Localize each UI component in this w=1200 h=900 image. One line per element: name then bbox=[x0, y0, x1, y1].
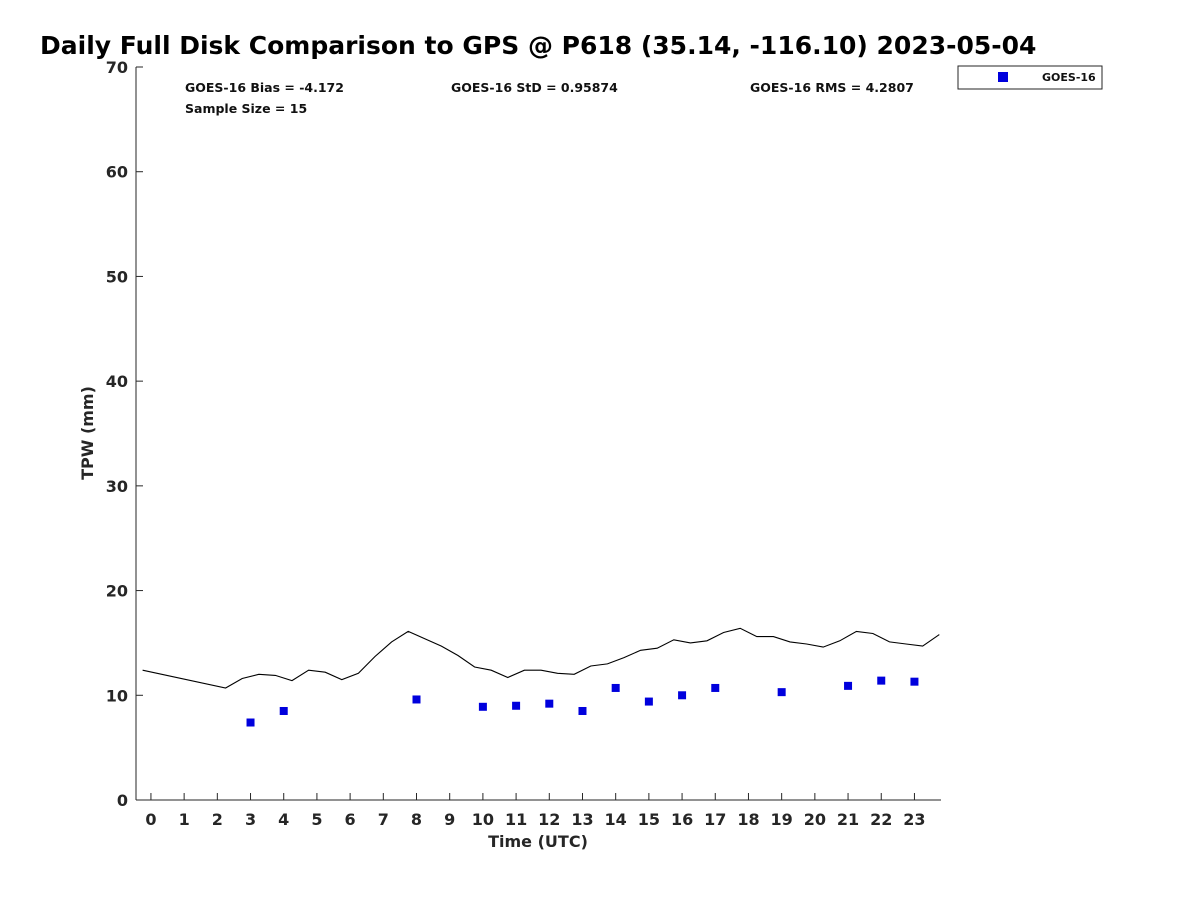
x-ticks: 0 1 2 3 4 5 6 7 8 9 10 11 12 13 14 15 16 17 18 19 20 21 22 23 bbox=[145, 793, 926, 829]
goes16-point bbox=[279, 706, 288, 715]
x-tick-label: 0 bbox=[145, 810, 156, 829]
x-tick-label: 6 bbox=[345, 810, 356, 829]
y-tick-label: 50 bbox=[106, 267, 128, 286]
x-tick-label: 20 bbox=[804, 810, 826, 829]
goes16-point bbox=[545, 699, 554, 708]
y-tick-label: 70 bbox=[106, 58, 128, 77]
x-tick-label: 1 bbox=[179, 810, 190, 829]
x-tick-label: 11 bbox=[505, 810, 527, 829]
x-tick-label: 14 bbox=[605, 810, 627, 829]
x-tick-label: 8 bbox=[411, 810, 422, 829]
goes16-point bbox=[611, 683, 620, 692]
x-tick-label: 10 bbox=[472, 810, 494, 829]
goes16-point bbox=[478, 702, 487, 711]
legend: GOES-16 bbox=[957, 65, 1103, 90]
goes-points bbox=[246, 676, 919, 727]
x-tick-label: 23 bbox=[903, 810, 925, 829]
legend-box bbox=[957, 65, 1103, 90]
x-tick-label: 16 bbox=[671, 810, 693, 829]
y-tick-label: 0 bbox=[117, 791, 128, 810]
legend-marker-goes16 bbox=[998, 72, 1008, 82]
y-tick-label: 20 bbox=[106, 582, 128, 601]
goes16-point bbox=[578, 706, 587, 715]
goes16-point bbox=[777, 688, 786, 697]
x-tick-label: 19 bbox=[771, 810, 793, 829]
chart-title: Daily Full Disk Comparison to GPS @ P618… bbox=[40, 31, 1036, 60]
gps-line-group bbox=[142, 627, 940, 689]
x-tick-label: 3 bbox=[245, 810, 256, 829]
goes16-point bbox=[844, 681, 853, 690]
x-tick-label: 22 bbox=[870, 810, 892, 829]
legend-label-goes16: GOES-16 bbox=[1042, 71, 1096, 84]
x-tick-label: 21 bbox=[837, 810, 859, 829]
plot-area bbox=[135, 67, 941, 801]
x-tick-label: 4 bbox=[278, 810, 289, 829]
x-tick-label: 18 bbox=[737, 810, 759, 829]
x-tick-label: 13 bbox=[571, 810, 593, 829]
x-axis-label: Time (UTC) bbox=[488, 832, 588, 851]
gps-tpw-line bbox=[142, 627, 940, 689]
y-tick-label: 40 bbox=[106, 372, 128, 391]
goes16-point bbox=[512, 701, 521, 710]
y-tick-label: 10 bbox=[106, 686, 128, 705]
x-tick-label: 7 bbox=[378, 810, 389, 829]
sample-size-stat: Sample Size = 15 bbox=[185, 101, 307, 116]
goes16-point bbox=[678, 691, 687, 700]
rms-stat: GOES-16 RMS = 4.2807 bbox=[750, 80, 914, 95]
goes16-point bbox=[644, 697, 653, 706]
goes16-point bbox=[877, 676, 886, 685]
x-tick-label: 5 bbox=[311, 810, 322, 829]
bias-stat: GOES-16 Bias = -4.172 bbox=[185, 80, 344, 95]
x-tick-label: 12 bbox=[538, 810, 560, 829]
y-ticks: 0 10 20 30 40 50 60 70 bbox=[106, 58, 143, 810]
x-tick-label: 2 bbox=[212, 810, 223, 829]
goes16-point bbox=[246, 718, 255, 727]
std-stat: GOES-16 StD = 0.95874 bbox=[451, 80, 618, 95]
x-tick-label: 17 bbox=[704, 810, 726, 829]
y-axis-label: TPW (mm) bbox=[78, 386, 97, 480]
goes16-point bbox=[910, 677, 919, 686]
x-tick-label: 9 bbox=[444, 810, 455, 829]
x-tick-label: 15 bbox=[638, 810, 660, 829]
y-tick-label: 30 bbox=[106, 477, 128, 496]
y-tick-label: 60 bbox=[106, 163, 128, 182]
goes16-point bbox=[412, 695, 421, 704]
goes16-point bbox=[711, 683, 720, 692]
